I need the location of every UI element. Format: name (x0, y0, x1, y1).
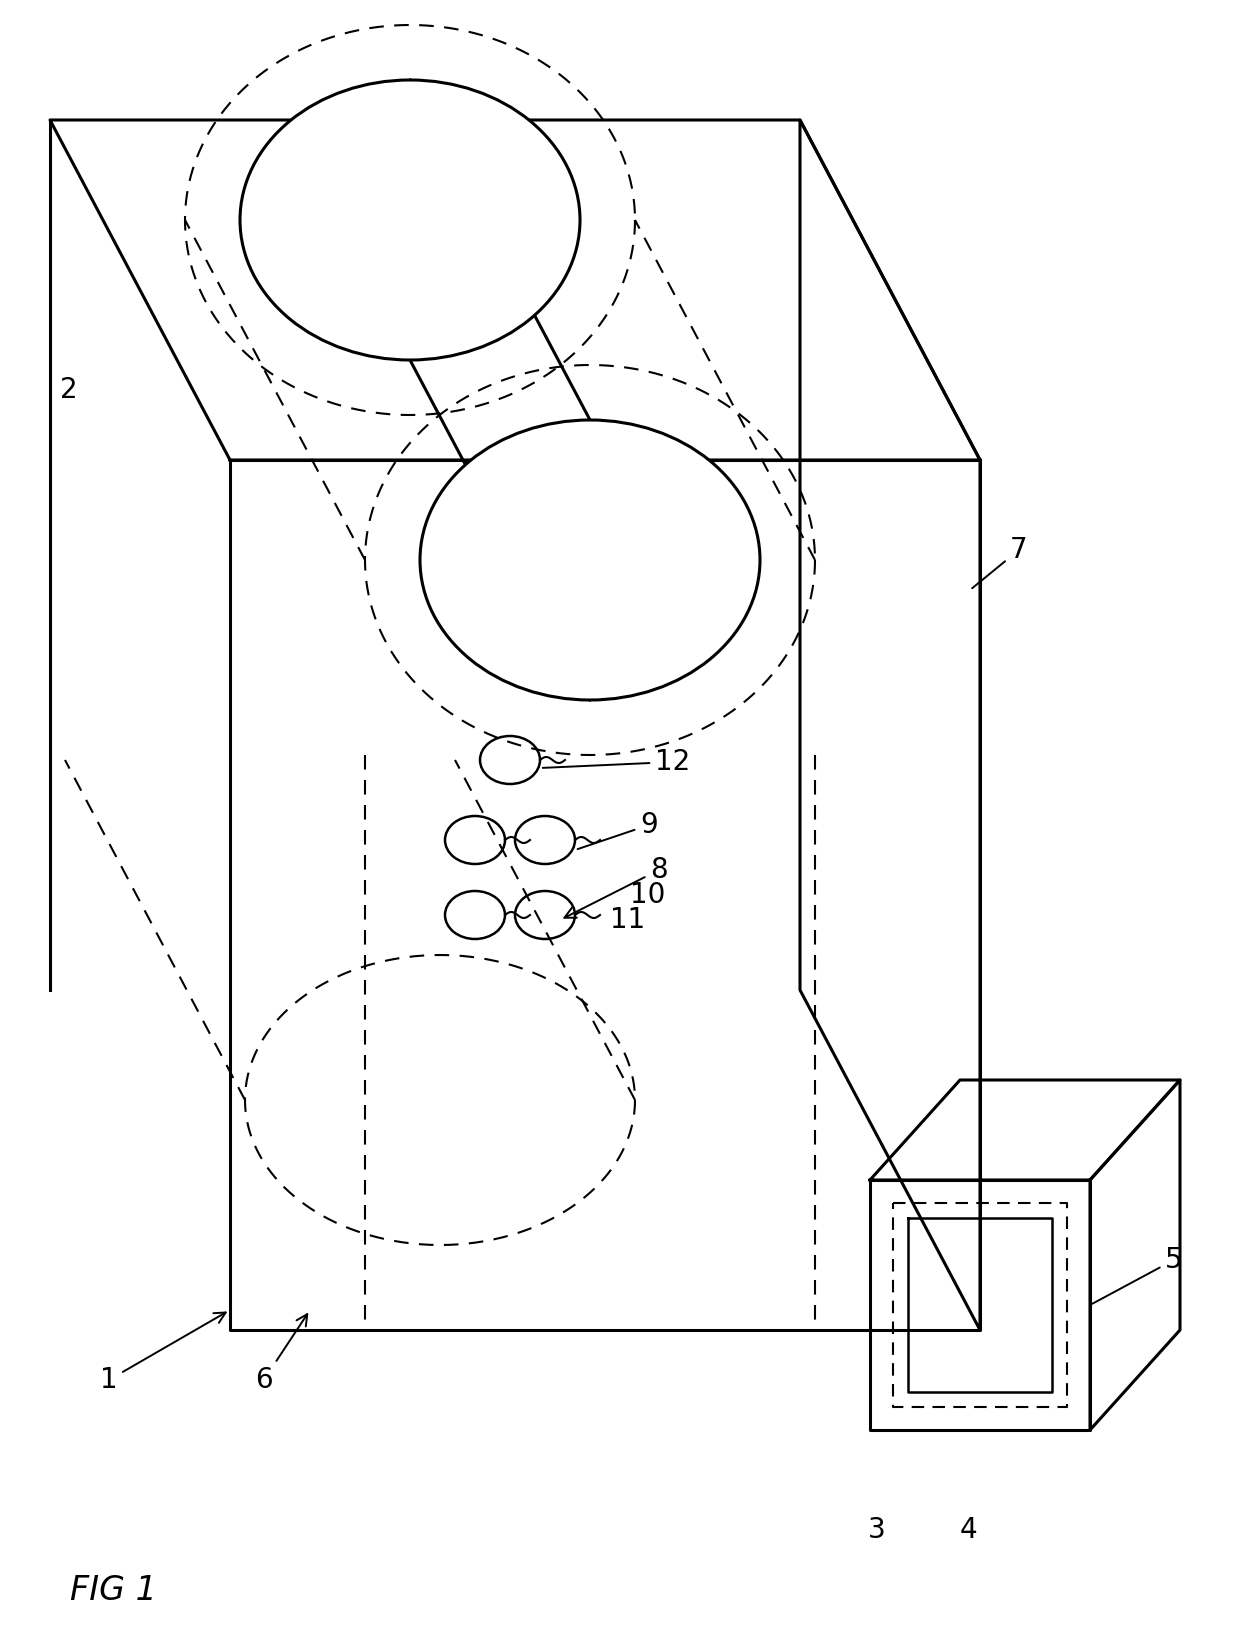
Ellipse shape (420, 420, 760, 700)
Text: 9: 9 (578, 811, 657, 849)
Ellipse shape (241, 81, 580, 359)
Text: 7: 7 (972, 536, 1028, 588)
Text: 5: 5 (1092, 1246, 1183, 1304)
Text: 4: 4 (960, 1516, 977, 1544)
Text: FIG 1: FIG 1 (69, 1574, 157, 1607)
Text: 8: 8 (564, 855, 667, 918)
Text: 3: 3 (868, 1516, 885, 1544)
Text: 2: 2 (60, 376, 78, 404)
Text: 12: 12 (543, 748, 691, 776)
Text: 10: 10 (630, 882, 666, 910)
Text: 1: 1 (100, 1312, 226, 1394)
Text: 11: 11 (610, 906, 645, 934)
Text: 6: 6 (255, 1313, 308, 1394)
